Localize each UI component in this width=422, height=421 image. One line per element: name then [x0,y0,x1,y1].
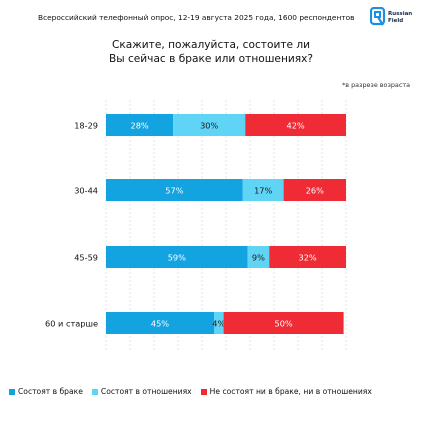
bar-segment [242,179,284,201]
russian-field-logo: Russian Field [369,6,420,31]
legend-swatch-married [9,388,15,395]
data-label: 9% [252,253,265,263]
bar-segment [106,312,214,334]
category-label: 30-44 [74,186,98,196]
data-label: 30% [200,121,218,131]
bar-segment [223,312,344,334]
chart-title: Скажите, пожалуйста, состоите ли Вы сейч… [0,38,422,66]
category-label: 60 и старше [45,319,98,329]
bar-segment [173,114,246,136]
bar-segment [269,246,346,268]
chart-annotation: *в разрезе возраста [342,81,410,89]
data-label: 32% [298,253,316,263]
bar-segment [106,179,243,201]
legend-label-married: Состоят в браке [18,387,83,396]
bar-segment [214,312,224,334]
legend-swatch-single [200,388,207,395]
bar-segment [245,114,346,136]
logo-text-line1: Russian [388,11,413,17]
data-label: 59% [168,253,186,263]
data-label: 28% [130,121,148,131]
survey-note: Всероссийский телефонный опрос, 12-19 ав… [38,13,355,22]
bar-segment [106,246,248,268]
bar-segment [247,246,270,268]
logo-icon [369,6,386,26]
category-label: 18-29 [74,121,98,131]
chart-title-line1: Скажите, пожалуйста, состоите ли [111,39,311,51]
legend-item-relationship: Состоят в отношениях [91,387,192,396]
stacked-bar-chart: 18-29 28% 30% 42% 30-44 57% 17% 26% 45-59 59% 9% 32… [45,100,347,352]
legend-label-single: Не состоят ни в браке, ни в отношениях [209,387,372,396]
data-label: 26% [306,186,324,196]
data-label: 17% [254,186,272,196]
logo-text-line2: Field [388,17,404,24]
data-label: 50% [274,319,292,329]
data-label: 57% [165,186,183,196]
legend-item-single: Не состоят ни в браке, ни в отношениях [200,387,372,396]
data-label: 4% [212,319,225,329]
legend-swatch-relationship [91,388,98,395]
data-label: 42% [286,121,304,131]
legend-item-married: Состоят в браке [9,387,83,396]
category-label: 45-59 [74,253,98,263]
legend-label-relationship: Состоят в отношениях [100,387,192,396]
bar-segment [283,179,346,201]
bar-segment [106,114,174,136]
chart-title-line2: Вы сейчас в браке или отношениях? [108,53,314,65]
data-label: 45% [151,319,169,329]
chart-legend: Состоят в браке Состоят в отношениях Не … [9,387,372,396]
